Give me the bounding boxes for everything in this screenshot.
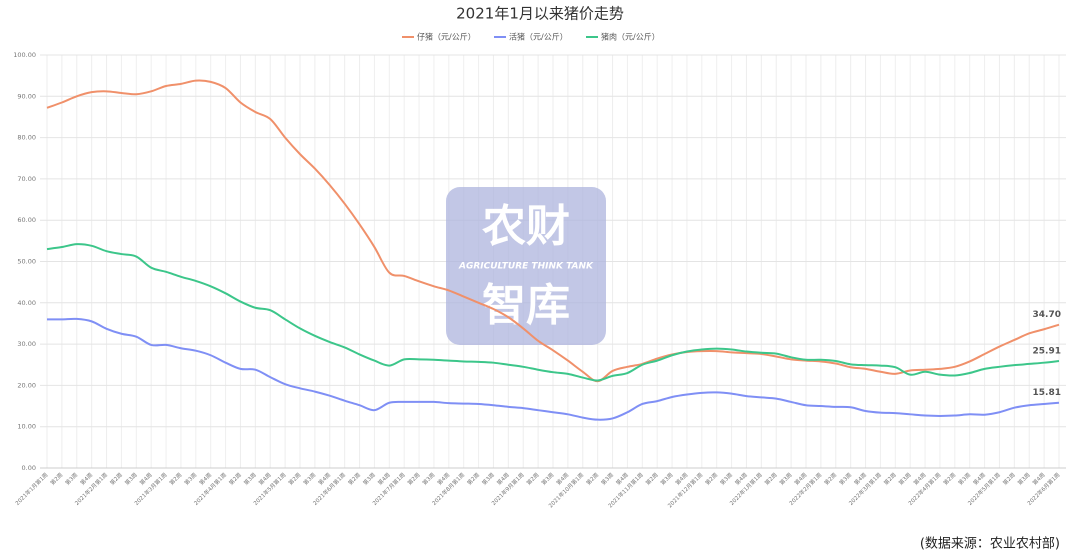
x-tick-label: 第3周 (599, 471, 615, 487)
x-tick-label: 第3周 (956, 471, 972, 487)
y-tick-label: 40.00 (17, 299, 36, 307)
x-tick-label: 第2周 (48, 471, 64, 487)
y-tick-label: 30.00 (17, 340, 36, 348)
x-tick-label: 第3周 (778, 471, 794, 487)
y-tick-label: 70.00 (17, 175, 36, 183)
x-tick-label: 第3周 (421, 471, 437, 487)
y-tick-label: 50.00 (17, 258, 36, 266)
x-tick-label: 第2周 (822, 471, 838, 487)
x-tick-label: 第3周 (1016, 471, 1032, 487)
x-tick-label: 第2周 (406, 471, 422, 487)
x-tick-label: 第2周 (584, 471, 600, 487)
x-tick-label: 第2周 (168, 471, 184, 487)
watermark-text: AGRICULTURE THINK TANK (458, 262, 594, 272)
x-tick-label: 第3周 (301, 471, 317, 487)
x-tick-label: 第2周 (227, 471, 243, 487)
x-tick-label: 第2周 (941, 471, 957, 487)
legend-label: 仔猪（元/公斤） (417, 32, 476, 42)
x-tick-label: 第2周 (525, 471, 541, 487)
y-tick-label: 90.00 (17, 92, 36, 100)
y-tick-label: 80.00 (17, 134, 36, 142)
x-tick-label: 第3周 (182, 471, 198, 487)
x-tick-label: 第3周 (837, 471, 853, 487)
x-tick-label: 第3周 (242, 471, 258, 487)
x-tick-label: 第3周 (659, 471, 675, 487)
legend-label: 猪肉（元/公斤） (601, 32, 660, 42)
y-tick-label: 60.00 (17, 216, 36, 224)
chart-title: 2021年1月以来猪价走势 (456, 5, 624, 23)
x-tick-label: 第3周 (361, 471, 377, 487)
x-tick-label: 第2周 (108, 471, 124, 487)
data-label: 15.81 (1033, 388, 1061, 398)
series-line (46, 79, 1060, 383)
x-tick-label: 第2周 (703, 471, 719, 487)
x-tick-label: 第3周 (123, 471, 139, 487)
x-tick-label: 2021年1月第1周 (13, 471, 49, 507)
x-tick-label: 第2周 (465, 471, 481, 487)
x-tick-label: 第2周 (1001, 471, 1017, 487)
x-tick-label: 第3周 (897, 471, 913, 487)
series-line (46, 317, 1060, 421)
y-tick-label: 100.00 (13, 51, 36, 59)
y-tick-label: 20.00 (17, 381, 36, 389)
source-note: (数据来源：农业农村部) (920, 537, 1060, 552)
watermark-text: 智库 (482, 280, 570, 331)
x-tick-label: 第3周 (480, 471, 496, 487)
x-tick-label: 第2周 (882, 471, 898, 487)
y-tick-label: 0.00 (22, 464, 36, 472)
watermark-text: 农财 (482, 201, 570, 252)
x-tick-label: 第2周 (287, 471, 303, 487)
x-tick-label: 第3周 (540, 471, 556, 487)
legend-label: 活猪（元/公斤） (509, 32, 568, 42)
data-label: 25.91 (1033, 346, 1061, 356)
x-tick-label: 第3周 (63, 471, 79, 487)
x-tick-label: 第2周 (644, 471, 660, 487)
data-label: 34.70 (1033, 310, 1061, 320)
x-tick-label: 第2周 (346, 471, 362, 487)
series-line (46, 243, 1060, 382)
x-tick-label: 第3周 (718, 471, 734, 487)
y-tick-label: 10.00 (17, 423, 36, 431)
x-tick-label: 第2周 (763, 471, 779, 487)
